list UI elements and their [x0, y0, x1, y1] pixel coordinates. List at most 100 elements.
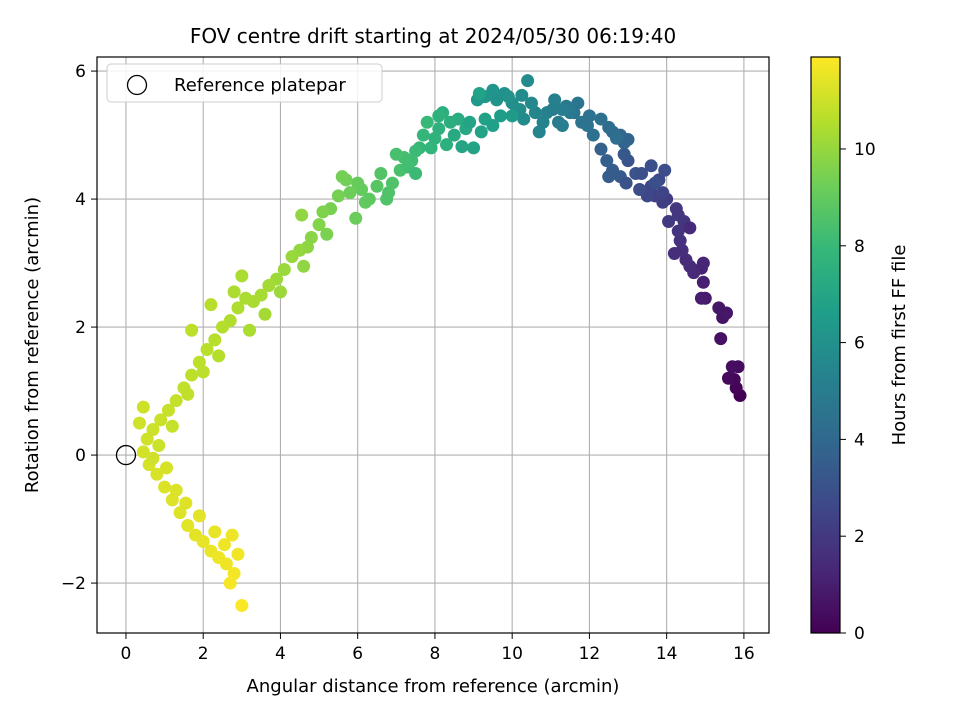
scatter-point — [467, 141, 481, 155]
scatter-point — [696, 256, 710, 270]
y-tick-label: −2 — [61, 574, 86, 594]
scatter-point — [132, 416, 146, 430]
scatter-point — [154, 413, 168, 427]
scatter-point — [227, 285, 241, 299]
scatter-point — [200, 342, 214, 356]
scatter-point — [455, 140, 469, 154]
scatter-point — [370, 179, 384, 193]
scatter-point — [295, 208, 309, 222]
legend: Reference platepar — [106, 63, 383, 103]
scatter-point — [671, 224, 685, 238]
scatter-point — [648, 176, 662, 190]
scatter-point — [586, 128, 600, 142]
scatter-point — [312, 218, 326, 232]
colorbar-ticks: 0 2 4 6 8 10 — [840, 140, 876, 644]
scatter-point — [208, 525, 222, 539]
scatter-point — [725, 360, 739, 374]
scatter-point — [571, 96, 585, 110]
scatter-point — [609, 131, 623, 145]
scatter-point — [235, 269, 249, 283]
scatter-point — [524, 96, 538, 110]
scatter-point — [212, 349, 226, 363]
scatter-point — [136, 445, 150, 459]
scatter-points — [132, 74, 747, 612]
x-tick-label: 8 — [430, 644, 441, 664]
scatter-point — [208, 333, 222, 347]
scatter-point — [580, 118, 594, 132]
scatter-point — [600, 154, 614, 168]
scatter-point — [351, 176, 365, 190]
y-tick-label: 0 — [75, 446, 86, 466]
grid — [97, 57, 769, 633]
scatter-point — [555, 118, 569, 132]
scatter-point — [602, 120, 616, 134]
x-tick-label: 4 — [275, 644, 286, 664]
scatter-point — [196, 365, 210, 379]
scatter-point — [633, 182, 647, 196]
scatter-point — [420, 115, 434, 129]
scatter-point — [546, 102, 560, 116]
scatter-point — [196, 534, 210, 548]
colorbar-tick-label: 4 — [854, 430, 865, 450]
scatter-point — [146, 422, 160, 436]
x-axis-ticks: 0 2 4 6 8 10 12 14 16 — [121, 633, 755, 664]
scatter-point — [644, 159, 658, 173]
legend-marker-icon — [126, 74, 148, 96]
colorbar-frame — [810, 56, 841, 634]
y-axis-ticks: −2 0 2 4 6 — [61, 62, 97, 594]
scatter-point — [619, 176, 633, 190]
x-tick-label: 2 — [198, 644, 209, 664]
colorbar-tick-label: 6 — [854, 334, 865, 354]
colorbar-tick-label: 10 — [854, 140, 876, 160]
scatter-point — [472, 86, 486, 100]
scatter-point — [494, 109, 508, 123]
reference-platepar-marker — [115, 444, 137, 466]
scatter-point — [277, 262, 291, 276]
scatter-point — [165, 419, 179, 433]
scatter-point — [160, 461, 174, 475]
scatter-point — [179, 496, 193, 510]
scatter-point — [635, 166, 649, 180]
scatter-point — [225, 528, 239, 542]
scatter-point — [443, 115, 457, 129]
scatter-point — [712, 301, 726, 315]
x-tick-label: 12 — [579, 644, 601, 664]
scatter-point — [273, 285, 287, 299]
scatter-point — [382, 186, 396, 200]
chart-title: FOV centre drift starting at 2024/05/30 … — [190, 24, 676, 48]
scatter-point — [181, 387, 195, 401]
scatter-point — [223, 576, 237, 590]
x-tick-label: 6 — [352, 644, 363, 664]
scatter-point — [662, 214, 676, 228]
scatter-point — [594, 142, 608, 156]
scatter-point — [343, 186, 357, 200]
scatter-point — [204, 298, 218, 312]
scatter-point — [239, 291, 253, 305]
scatter-point — [424, 141, 438, 155]
scatter-point — [555, 102, 569, 116]
scatter-point — [683, 221, 697, 235]
plot-area: 0 2 4 6 8 10 12 14 16 −2 0 2 4 6 — [61, 56, 770, 664]
x-tick-label: 14 — [656, 644, 678, 664]
scatter-point — [696, 275, 710, 289]
scatter-point — [505, 109, 519, 123]
scatter-point — [161, 403, 175, 417]
scatter-point — [185, 323, 199, 337]
scatter-point — [231, 301, 245, 315]
scatter-point — [181, 518, 195, 532]
scatter-point — [658, 163, 672, 177]
scatter-point — [219, 557, 233, 571]
scatter-point — [192, 509, 206, 523]
scatter-point — [140, 432, 154, 446]
scatter-point — [169, 394, 183, 408]
x-tick-label: 0 — [121, 644, 132, 664]
scatter-point — [447, 128, 461, 142]
scatter-point — [320, 227, 334, 241]
scatter-point — [262, 278, 276, 292]
scatter-point — [594, 112, 608, 126]
scatter-point — [656, 186, 670, 200]
scatter-point — [316, 205, 330, 219]
colorbar-fill — [811, 57, 840, 633]
colorbar: 0 2 4 6 8 10 Hours from first FF file — [810, 56, 910, 644]
